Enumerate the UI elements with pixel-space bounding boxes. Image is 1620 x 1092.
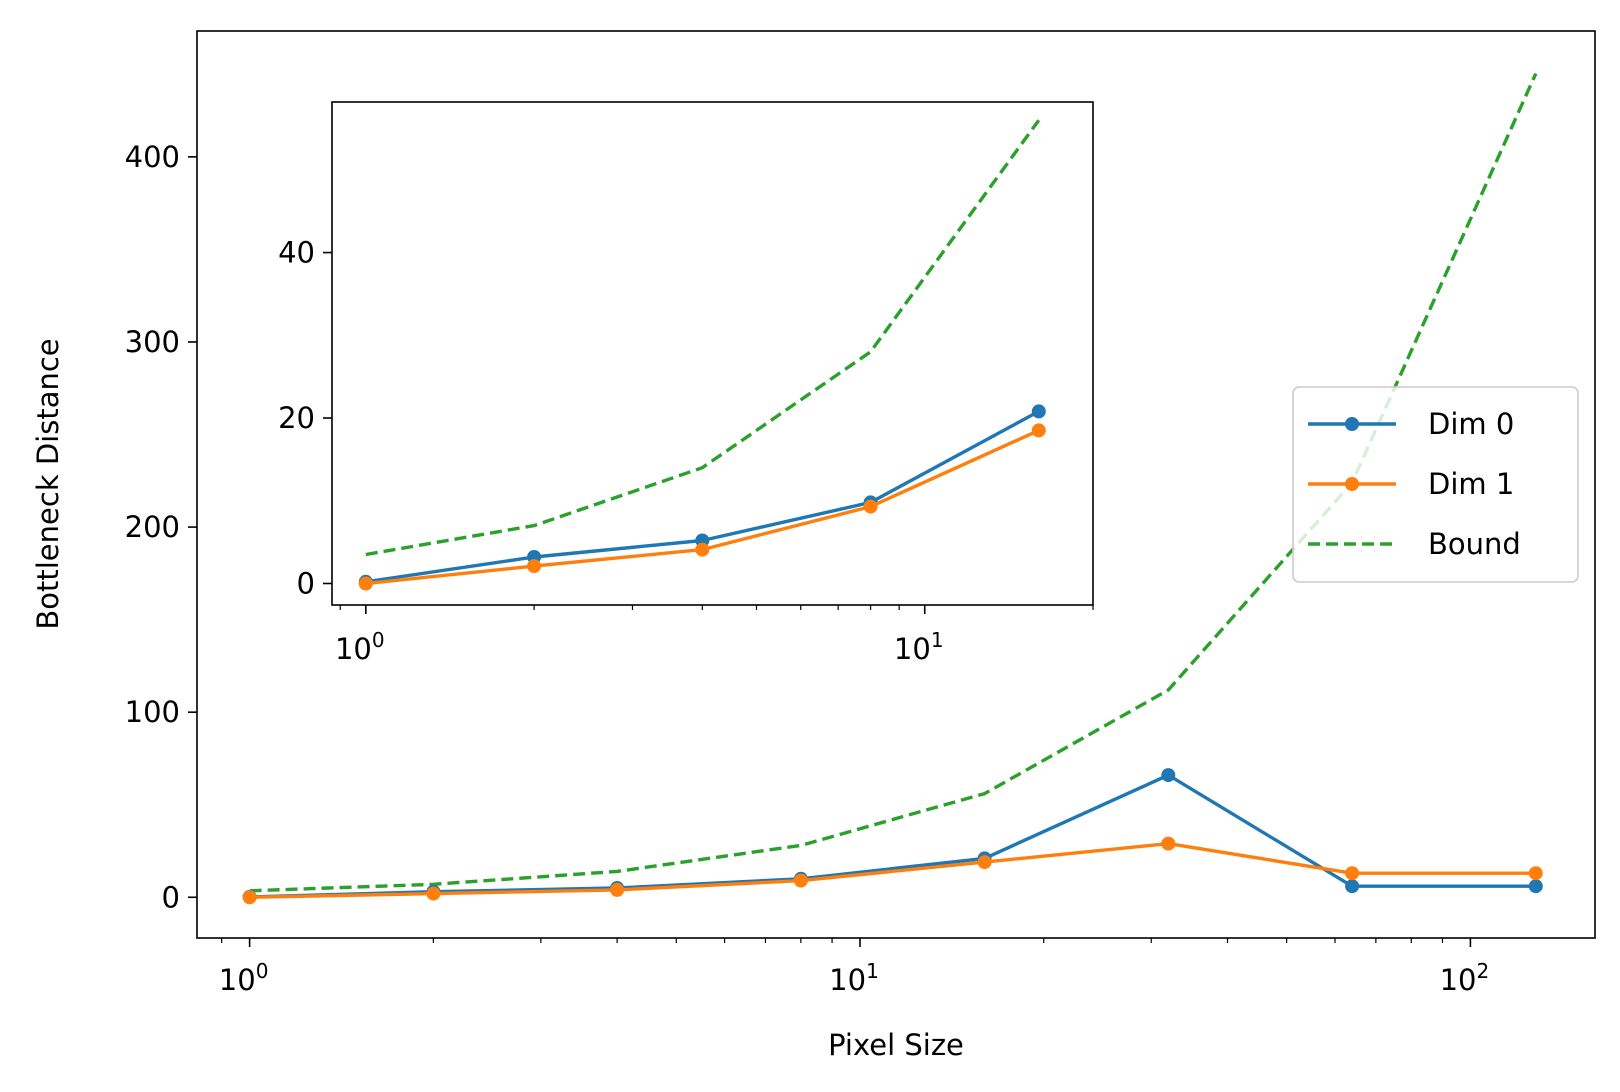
inset-x-axis: 100 101 xyxy=(335,605,1094,666)
inset-plot-area xyxy=(332,102,1093,605)
legend-marker-dim-1 xyxy=(1345,477,1359,491)
inset-point-dim-1 xyxy=(1031,423,1046,438)
y-axis-label: Bottleneck Distance xyxy=(31,338,65,629)
main-point-dim-1 xyxy=(610,882,625,897)
main-point-dim-1 xyxy=(1528,866,1543,881)
main-point-dim-1 xyxy=(242,890,257,905)
main-point-dim-1 xyxy=(1161,836,1176,851)
legend: Dim 0 Dim 1 Bound xyxy=(1292,386,1579,583)
main-series-line-dim-1 xyxy=(247,841,1538,899)
inset-point-dim-1 xyxy=(863,499,878,514)
inset-series-group xyxy=(358,119,1046,591)
main-series-group xyxy=(242,72,1543,905)
inset-y-tick-label: 40 xyxy=(278,236,315,270)
main-point-dim-0 xyxy=(1528,879,1543,894)
inset-point-dim-0 xyxy=(1031,404,1046,419)
main-y-tick-label: 300 xyxy=(125,325,180,359)
inset-y-tick-label: 0 xyxy=(297,566,315,600)
main-x-tick-label: 101 xyxy=(829,959,879,997)
main-point-dim-0 xyxy=(1345,879,1360,894)
legend-label-bound: Bound xyxy=(1428,527,1521,561)
inset-y-axis: 0 20 40 xyxy=(278,236,332,600)
main-series-line-bound xyxy=(249,72,1538,893)
main-plot-frame xyxy=(196,30,1596,939)
legend-label-dim-0: Dim 0 xyxy=(1428,407,1514,441)
inset-x-tick-label: 101 xyxy=(894,628,944,666)
main-x-tick-label: 102 xyxy=(1440,959,1490,997)
main-point-dim-1 xyxy=(977,855,992,870)
main-y-tick-label: 200 xyxy=(125,510,180,544)
inset-series-line-bound xyxy=(365,119,1041,557)
main-y-tick-label: 400 xyxy=(125,140,180,174)
main-point-dim-1 xyxy=(793,873,808,888)
x-axis-label: Pixel Size xyxy=(828,1028,964,1062)
inset-point-dim-1 xyxy=(358,576,373,591)
inset-plot: 100 101 0 20 40 xyxy=(278,101,1094,666)
inset-point-dim-1 xyxy=(527,559,542,574)
main-y-tick-label: 100 xyxy=(125,695,180,729)
main-point-dim-1 xyxy=(426,886,441,901)
main-y-axis: 0 100 200 300 400 xyxy=(125,140,197,914)
main-x-axis: 100 101 102 xyxy=(219,938,1489,997)
main-point-dim-0 xyxy=(1161,768,1176,783)
legend-marker-dim-0 xyxy=(1345,417,1359,431)
inset-point-dim-1 xyxy=(695,542,710,557)
main-y-tick-label: 0 xyxy=(162,880,180,914)
legend-label-dim-1: Dim 1 xyxy=(1428,467,1514,501)
legend-box xyxy=(1292,386,1579,583)
inset-y-tick-label: 20 xyxy=(278,401,315,435)
main-x-tick-label: 100 xyxy=(219,959,269,997)
main-point-dim-1 xyxy=(1345,866,1360,881)
inset-x-tick-label: 100 xyxy=(335,628,385,666)
inset-plot-frame xyxy=(331,101,1094,606)
